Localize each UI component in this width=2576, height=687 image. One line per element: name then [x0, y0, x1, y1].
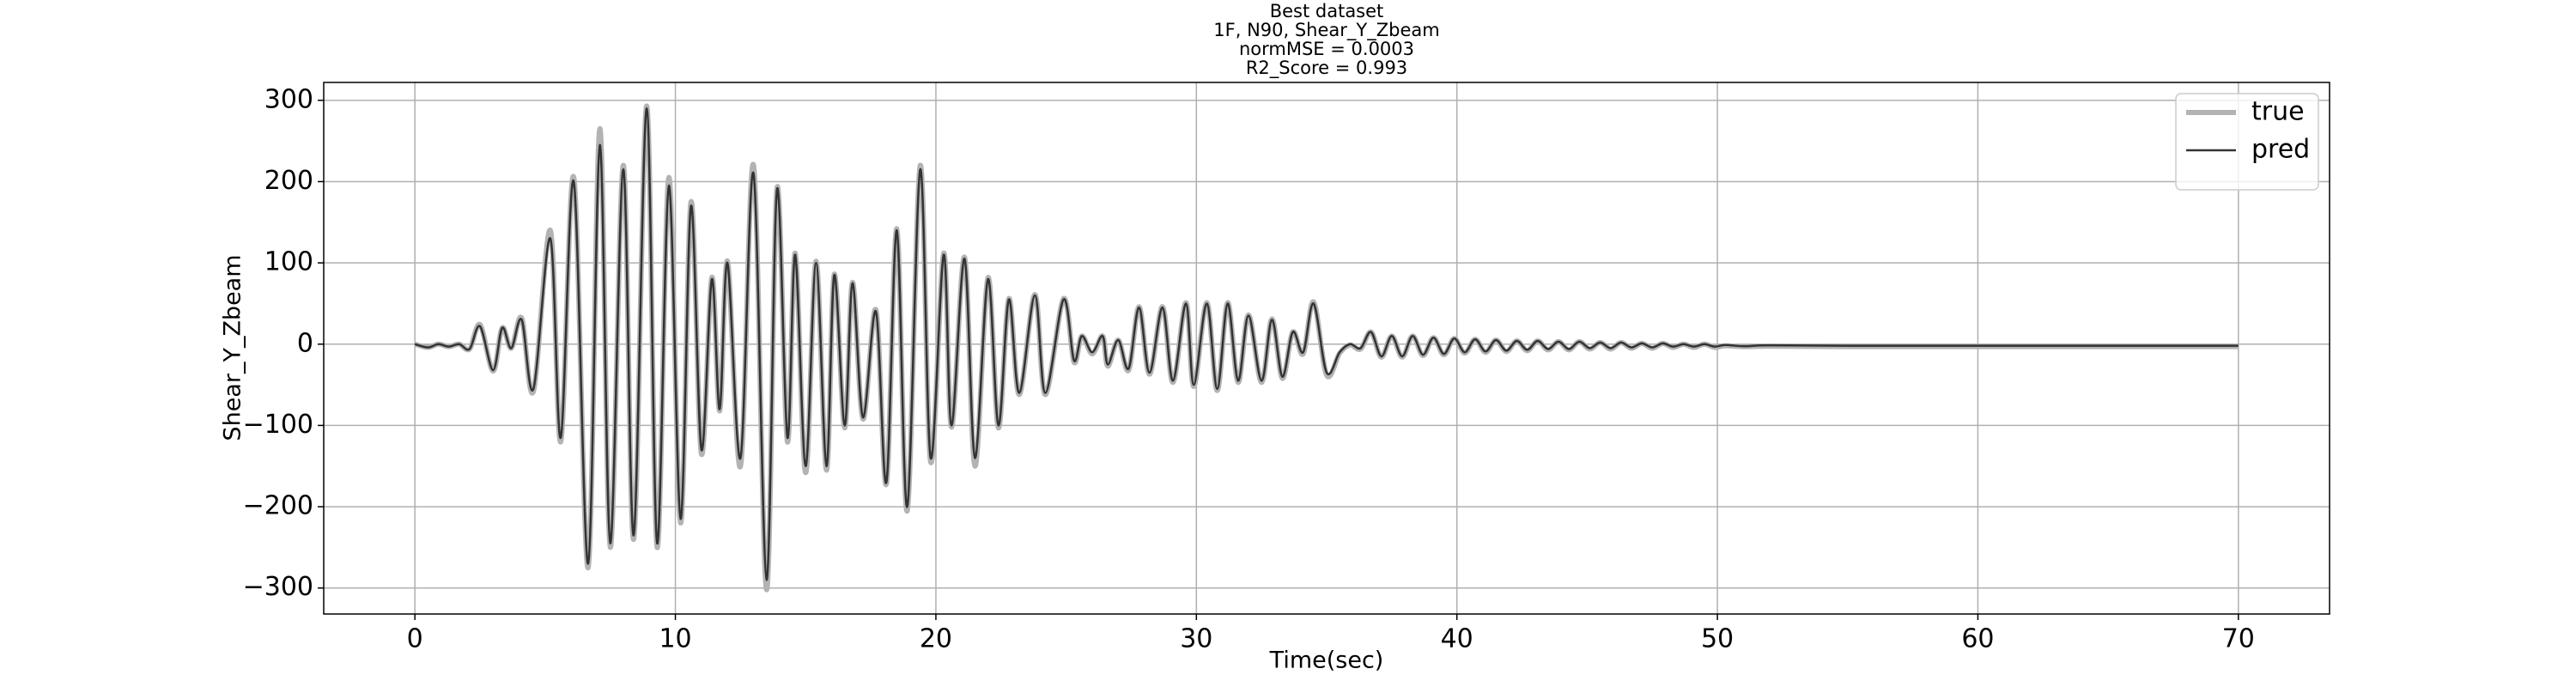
- chart-subtitle: R2_Score = 0.993: [1246, 58, 1407, 79]
- legend-box: [2175, 93, 2319, 191]
- y-tick-label: −100: [243, 410, 313, 440]
- y-tick-label: 300: [264, 84, 313, 114]
- x-tick-label: 50: [1701, 624, 1734, 654]
- chart-subtitle: normMSE = 0.0003: [1239, 39, 1414, 59]
- legend: true pred: [2175, 93, 2319, 191]
- y-axis-label: Shear_Y_Zbeam: [220, 254, 246, 441]
- x-tick-label: 30: [1180, 624, 1212, 654]
- chart-subtitle: 1F, N90, Shear_Y_Zbeam: [1213, 20, 1439, 41]
- x-tick-label: 0: [407, 624, 423, 654]
- chart-title: Best dataset: [1270, 1, 1384, 21]
- x-tick-label: 70: [2222, 624, 2255, 654]
- y-tick-label: −200: [243, 491, 313, 521]
- x-tick-label: 40: [1441, 624, 1473, 654]
- x-tick-label: 60: [1961, 624, 1994, 654]
- legend-label: true: [2251, 97, 2305, 127]
- series-line: [414, 107, 2239, 581]
- plot-frame: [323, 82, 2330, 615]
- y-tick-label: 200: [264, 166, 313, 196]
- legend-label: pred: [2251, 135, 2310, 165]
- y-tick-label: 0: [297, 328, 313, 358]
- x-tick-label: 10: [659, 624, 691, 654]
- y-tick-label: −300: [243, 572, 313, 602]
- y-tick-label: 100: [264, 247, 313, 277]
- x-tick-label: 20: [920, 624, 952, 654]
- x-axis-label: Time(sec): [1269, 647, 1384, 674]
